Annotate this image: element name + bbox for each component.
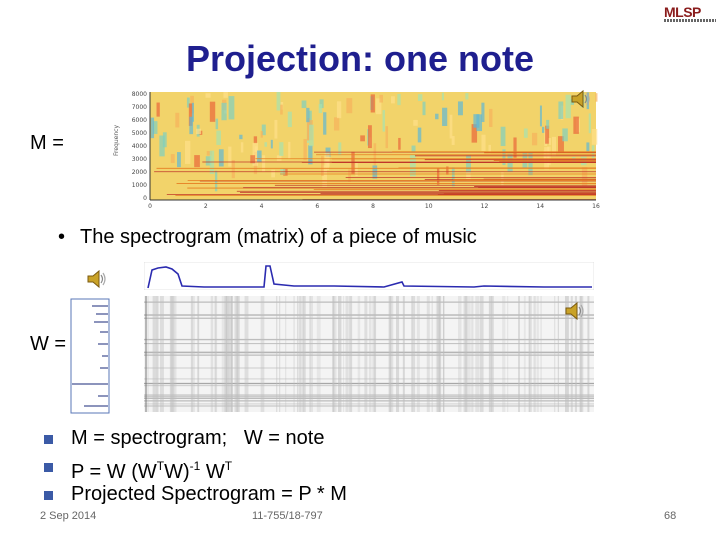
bullet-square [44, 435, 53, 444]
bullet-dot: • [58, 226, 66, 248]
y-tick-label: 6000 [132, 117, 147, 124]
x-tick-label: 16 [592, 203, 600, 210]
note-spectrum [70, 298, 110, 414]
intro-bullet: • The spectrogram (matrix) of a piece of … [58, 226, 477, 249]
mlsp-logo: MLSP [664, 4, 716, 26]
y-tick-label: 3000 [132, 156, 147, 163]
x-tick-label: 4 [260, 203, 264, 210]
projection-weights-plot [143, 261, 595, 291]
y-tick-label: 4000 [132, 143, 147, 150]
y-tick-label: 2000 [132, 169, 147, 176]
y-axis-title: Frequency [113, 125, 120, 156]
bullet-square [44, 463, 53, 472]
weight-curve [147, 265, 592, 289]
y-tick-label: 7000 [132, 104, 147, 111]
speaker-icon[interactable] [564, 300, 586, 322]
slide-title: Projection: one note [185, 38, 534, 79]
y-tick-label: 0 [143, 195, 147, 202]
footer-course: 11-755/18-797 [252, 510, 323, 522]
x-tick-label: 8 [371, 203, 375, 210]
x-tick-label: 0 [148, 203, 152, 210]
intro-bullet-text: The spectrogram (matrix) of a piece of m… [80, 226, 477, 248]
m-label: M = [30, 132, 64, 154]
y-tick-label: 8000 [132, 91, 147, 98]
slide-number: 68 [664, 510, 677, 522]
w-label: W = [30, 333, 67, 355]
speaker-icon[interactable] [86, 268, 108, 290]
y-tick-label: 5000 [132, 130, 147, 137]
x-tick-label: 6 [315, 203, 319, 210]
x-tick-label: 10 [425, 203, 433, 210]
bullet-m-def: M = spectrogram; [71, 427, 228, 449]
speaker-icon[interactable] [570, 88, 592, 110]
logo-tagline [664, 19, 716, 22]
projected-spectrogram [144, 296, 594, 412]
music-spectrogram: 8000 7000 6000 5000 4000 3000 2000 1000 0 0 2 4 6 8 10… [110, 86, 600, 212]
bullet-square [44, 491, 53, 500]
logo-text: MLSP [664, 4, 701, 20]
x-tick-label: 12 [481, 203, 489, 210]
footer-date: 2 Sep 2014 [40, 510, 97, 522]
projection-formula: P = W (WTW)-1 WT [71, 459, 233, 483]
x-tick-label: 2 [204, 203, 208, 210]
bullet-w-def: W = note [243, 427, 325, 449]
x-tick-label: 14 [536, 203, 544, 210]
y-tick-label: 1000 [132, 182, 147, 189]
projected-formula: Projected Spectrogram = P * M [71, 483, 347, 505]
